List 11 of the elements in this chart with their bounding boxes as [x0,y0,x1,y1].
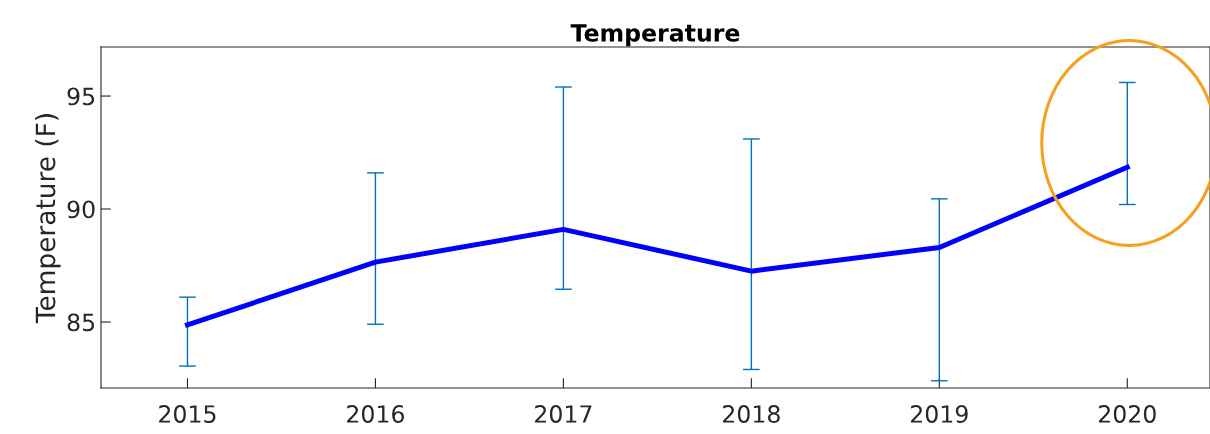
y-tick-label: 90 [67,200,95,219]
x-tick-label: 2020 [1098,405,1156,423]
y-axis-title: Temperature (F) [35,114,61,324]
chart-title: Temperature [570,24,740,47]
y-tick-label: 85 [67,313,95,332]
x-tick-label: 2017 [535,405,592,423]
y-tick-label: 95 [67,87,95,106]
x-tick-label: 2019 [911,405,968,423]
x-tick-label: 2016 [347,405,404,423]
x-tick-label: 2015 [159,405,216,423]
x-tick-label: 2018 [723,405,780,423]
